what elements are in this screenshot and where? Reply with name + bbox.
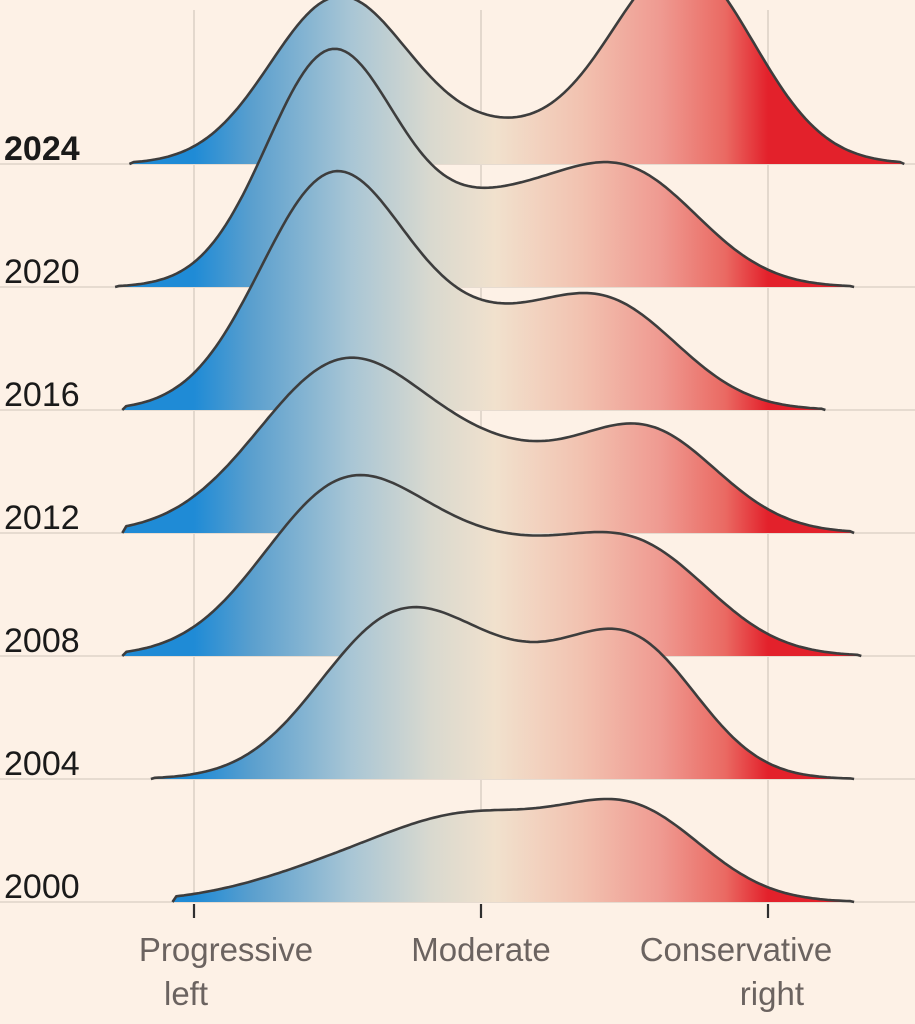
year-label-2020: 2020 bbox=[4, 253, 80, 291]
ridge-fill-2004 bbox=[150, 607, 855, 779]
ridge-2016 bbox=[121, 169, 826, 412]
tick-label-1-0: Moderate bbox=[411, 931, 550, 968]
ridge-fill-2000 bbox=[172, 799, 855, 902]
tick-label-2-1: right bbox=[740, 975, 804, 1012]
tick-label-2-0: Conservative bbox=[640, 931, 833, 968]
ridges-layer bbox=[114, 0, 905, 904]
ridge-outline-2012 bbox=[121, 356, 855, 535]
ridge-fill-2024 bbox=[129, 0, 905, 164]
ridge-outline-2016 bbox=[121, 169, 826, 412]
ridge-fill-2016 bbox=[122, 171, 826, 410]
year-label-2000: 2000 bbox=[4, 868, 80, 906]
ridge-2004 bbox=[150, 605, 855, 781]
tick-label-0-1: left bbox=[164, 975, 208, 1012]
year-label-2012: 2012 bbox=[4, 499, 80, 537]
year-label-2016: 2016 bbox=[4, 376, 80, 414]
year-label-2024: 2024 bbox=[4, 130, 80, 168]
ridge-outline-2004 bbox=[150, 605, 855, 781]
ridge-fill-2012 bbox=[122, 357, 855, 533]
year-label-2004: 2004 bbox=[4, 745, 80, 783]
ridge-2012 bbox=[121, 356, 855, 535]
ridge-2008 bbox=[121, 473, 862, 658]
ridge-2024 bbox=[128, 0, 905, 166]
ridge-fill-2008 bbox=[122, 475, 862, 656]
ridge-2000 bbox=[171, 797, 855, 904]
ridge-outline-2008 bbox=[121, 473, 862, 658]
ridge-outline-2024 bbox=[128, 0, 905, 166]
ridge-outline-2000 bbox=[171, 797, 855, 904]
tick-label-0-0: Progressive bbox=[139, 931, 313, 968]
year-label-2008: 2008 bbox=[4, 622, 80, 660]
x-axis: Progressive left Moderate Conservative right bbox=[139, 904, 832, 1012]
ridge-outline-2020 bbox=[114, 47, 855, 289]
year-labels: 2000 2004 2008 2012 2016 2020 2024 bbox=[4, 130, 80, 906]
